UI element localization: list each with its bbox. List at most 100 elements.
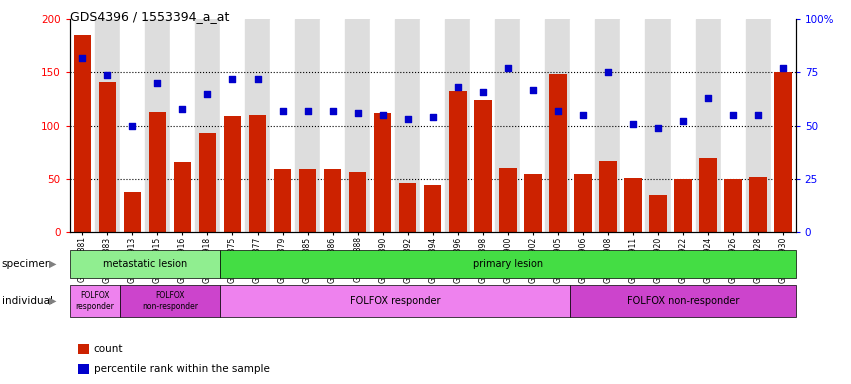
- Bar: [646, 19, 671, 232]
- Text: metastatic lesion: metastatic lesion: [103, 259, 187, 269]
- Point: [576, 112, 590, 118]
- Bar: [599, 161, 617, 232]
- Point: [526, 86, 540, 93]
- Text: ▶: ▶: [49, 259, 57, 269]
- Bar: [73, 35, 91, 232]
- Bar: [174, 162, 191, 232]
- Bar: [424, 185, 442, 232]
- Text: count: count: [94, 344, 123, 354]
- Bar: [320, 19, 346, 232]
- Bar: [649, 195, 667, 232]
- Bar: [245, 19, 270, 232]
- Text: individual: individual: [2, 296, 53, 306]
- Point: [276, 108, 289, 114]
- Bar: [224, 116, 241, 232]
- Bar: [374, 113, 391, 232]
- Point: [626, 121, 640, 127]
- Bar: [549, 74, 567, 232]
- Point: [451, 84, 465, 91]
- Bar: [198, 133, 216, 232]
- Point: [151, 80, 164, 86]
- Bar: [700, 158, 717, 232]
- Bar: [145, 19, 170, 232]
- Bar: [248, 115, 266, 232]
- Bar: [499, 169, 517, 232]
- Bar: [220, 285, 570, 317]
- Point: [426, 114, 439, 120]
- Point: [126, 123, 140, 129]
- Point: [175, 106, 189, 112]
- Point: [76, 55, 89, 61]
- Bar: [745, 19, 771, 232]
- Point: [476, 89, 489, 95]
- Bar: [123, 192, 141, 232]
- Text: FOLFOX
responder: FOLFOX responder: [76, 291, 114, 311]
- Point: [551, 108, 565, 114]
- Bar: [721, 19, 745, 232]
- Point: [601, 70, 614, 76]
- Bar: [220, 250, 796, 278]
- Point: [677, 118, 690, 124]
- Bar: [674, 179, 692, 232]
- Text: specimen: specimen: [2, 259, 52, 269]
- Bar: [445, 19, 471, 232]
- Point: [751, 112, 765, 118]
- Bar: [545, 19, 570, 232]
- Point: [201, 91, 214, 97]
- Point: [226, 76, 239, 82]
- Bar: [695, 19, 721, 232]
- Bar: [449, 91, 466, 232]
- Text: ▶: ▶: [49, 296, 57, 306]
- Bar: [70, 285, 120, 317]
- Text: FOLFOX non-responder: FOLFOX non-responder: [627, 296, 740, 306]
- Bar: [195, 19, 220, 232]
- Bar: [495, 19, 520, 232]
- Bar: [270, 19, 295, 232]
- Bar: [220, 19, 245, 232]
- Bar: [274, 169, 291, 232]
- Point: [376, 112, 390, 118]
- Text: GDS4396 / 1553394_a_at: GDS4396 / 1553394_a_at: [70, 10, 229, 23]
- Point: [251, 76, 265, 82]
- Bar: [596, 19, 620, 232]
- Point: [401, 116, 414, 122]
- Point: [651, 125, 665, 131]
- Bar: [625, 178, 642, 232]
- Bar: [99, 82, 116, 232]
- Text: FOLFOX
non-responder: FOLFOX non-responder: [142, 291, 198, 311]
- Bar: [346, 19, 370, 232]
- Bar: [370, 19, 395, 232]
- Bar: [724, 179, 742, 232]
- Bar: [299, 169, 317, 232]
- Bar: [474, 100, 492, 232]
- Bar: [70, 250, 220, 278]
- Bar: [170, 19, 195, 232]
- Point: [326, 108, 340, 114]
- Bar: [471, 19, 495, 232]
- Bar: [395, 19, 420, 232]
- Point: [100, 71, 114, 78]
- Text: primary lesion: primary lesion: [473, 259, 543, 269]
- Bar: [574, 174, 591, 232]
- Bar: [771, 19, 796, 232]
- Bar: [620, 19, 646, 232]
- Point: [776, 65, 790, 71]
- Bar: [570, 285, 796, 317]
- Bar: [671, 19, 695, 232]
- Bar: [349, 172, 367, 232]
- Bar: [420, 19, 445, 232]
- Bar: [570, 19, 596, 232]
- Bar: [524, 174, 541, 232]
- Text: percentile rank within the sample: percentile rank within the sample: [94, 364, 270, 374]
- Bar: [120, 285, 220, 317]
- Bar: [295, 19, 320, 232]
- Bar: [520, 19, 545, 232]
- Point: [300, 108, 314, 114]
- Bar: [120, 19, 145, 232]
- Bar: [94, 19, 120, 232]
- Bar: [324, 169, 341, 232]
- Point: [701, 95, 715, 101]
- Bar: [774, 73, 792, 232]
- Point: [351, 110, 364, 116]
- Bar: [399, 183, 416, 232]
